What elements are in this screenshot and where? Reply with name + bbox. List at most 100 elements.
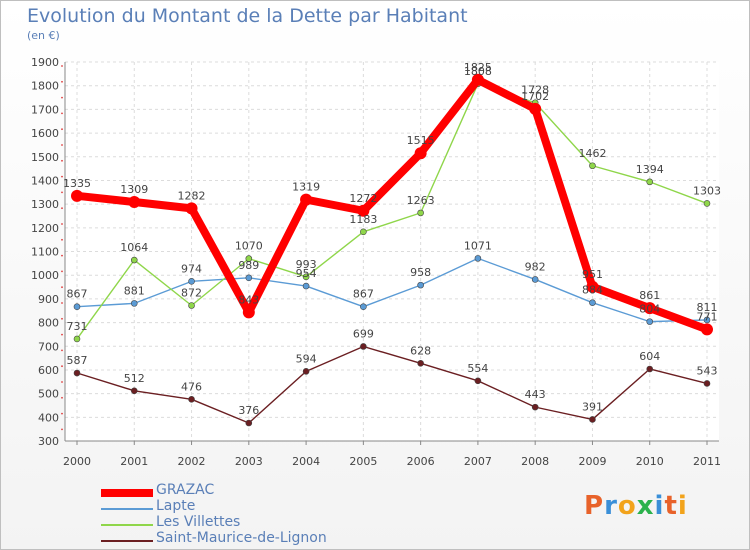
- data-point: [646, 178, 654, 186]
- axis-dot: [61, 381, 63, 383]
- data-point: [360, 228, 367, 236]
- x-tick-label: 2004: [292, 455, 320, 468]
- data-label: 843: [238, 293, 259, 306]
- axis-dot: [61, 396, 63, 399]
- data-label: 699: [353, 327, 374, 340]
- data-label: 1462: [578, 147, 606, 160]
- axis-dot: [61, 191, 63, 194]
- data-point: [188, 396, 195, 403]
- data-point: [474, 255, 482, 262]
- data-label: 1394: [636, 163, 664, 176]
- data-label: 1808: [464, 65, 492, 78]
- axis-dot: [61, 96, 63, 99]
- data-point: [703, 380, 711, 387]
- y-tick-label: 1300: [31, 198, 59, 211]
- data-point: [185, 202, 198, 215]
- axis-dot: [61, 207, 63, 210]
- proxiti-logo: Proxiti: [584, 491, 688, 521]
- axis-dot: [61, 302, 63, 304]
- axis-dot: [61, 144, 63, 146]
- axes: 300 400 500 600 700 800 900 1000 1100 1200 1300 140…: [31, 56, 721, 468]
- data-point: [589, 299, 596, 306]
- data-point: [417, 209, 424, 217]
- legend-swatch: [101, 540, 153, 542]
- data-label: 771: [697, 310, 718, 323]
- y-tick-label: 900: [38, 293, 59, 306]
- data-label: 376: [238, 404, 259, 417]
- legend-swatch: [101, 524, 153, 526]
- data-point: [242, 306, 255, 319]
- data-point: [71, 189, 83, 202]
- data-point: [245, 419, 253, 427]
- data-point: [586, 280, 599, 293]
- x-tick-label: 2001: [120, 455, 148, 468]
- data-point: [130, 387, 138, 395]
- data-point: [302, 282, 310, 290]
- axis-dot: [61, 365, 63, 368]
- data-point: [646, 318, 654, 325]
- axis-dot: [61, 112, 63, 115]
- x-tick-label: 2011: [693, 455, 721, 468]
- data-label: 1272: [349, 192, 377, 205]
- data-label: 443: [525, 388, 546, 401]
- data-point: [529, 102, 542, 115]
- chart-unit: (en €): [27, 29, 60, 42]
- data-label: 867: [353, 288, 374, 301]
- axis-dot: [61, 349, 63, 352]
- y-tick-label: 1900: [31, 56, 59, 69]
- data-point: [73, 369, 81, 377]
- data-point: [130, 300, 138, 307]
- data-label: 1263: [407, 194, 435, 207]
- data-label: 872: [181, 287, 202, 300]
- data-label: 512: [124, 372, 145, 385]
- data-label: 731: [67, 320, 88, 333]
- data-label: 958: [410, 266, 431, 279]
- axis-dot: [61, 286, 63, 289]
- data-label: 811: [697, 301, 718, 314]
- legend-swatch: [101, 489, 153, 497]
- axis-dot: [61, 175, 63, 178]
- data-point: [360, 343, 367, 350]
- data-label: 974: [181, 262, 202, 275]
- data-point: [357, 204, 370, 217]
- data-point: [703, 316, 711, 324]
- x-tick-label: 2007: [464, 455, 492, 468]
- data-point: [302, 368, 310, 375]
- data-label: 989: [238, 259, 259, 272]
- data-point: [474, 377, 482, 385]
- data-point: [589, 416, 596, 423]
- data-label: 1071: [464, 239, 492, 252]
- series-line-grazac: [73, 75, 711, 334]
- data-label: 1070: [235, 240, 263, 253]
- legend-label: Les Villettes: [156, 514, 241, 530]
- data-point: [703, 200, 711, 207]
- data-label: 804: [639, 303, 660, 316]
- data-label: 861: [639, 289, 660, 302]
- y-tick-label: 1000: [31, 269, 59, 282]
- data-point: [300, 193, 313, 206]
- data-label: 587: [67, 354, 88, 367]
- data-label: 884: [582, 284, 603, 297]
- x-tick-label: 2008: [521, 455, 549, 468]
- x-tick-label: 2003: [235, 455, 263, 468]
- y-tick-label: 400: [38, 411, 59, 424]
- y-tick-label: 700: [38, 340, 59, 353]
- axis-dot: [61, 159, 63, 162]
- data-point: [701, 323, 713, 336]
- data-label: 594: [296, 352, 317, 365]
- data-label: 1825: [464, 61, 492, 74]
- y-tick-label: 1200: [31, 222, 59, 235]
- y-tick-label: 600: [38, 364, 59, 377]
- axis-dot: [61, 254, 63, 257]
- data-label: 1183: [349, 213, 377, 226]
- logo-letter: r: [604, 491, 618, 521]
- x-tick-label: 2000: [63, 455, 91, 468]
- axis-dot: [61, 333, 63, 336]
- x-tick-label: 2002: [178, 455, 206, 468]
- y-tick-label: 1700: [31, 103, 59, 116]
- data-label: 881: [124, 284, 145, 297]
- x-tick-label: 2009: [578, 455, 606, 468]
- axis-dot: [61, 317, 63, 320]
